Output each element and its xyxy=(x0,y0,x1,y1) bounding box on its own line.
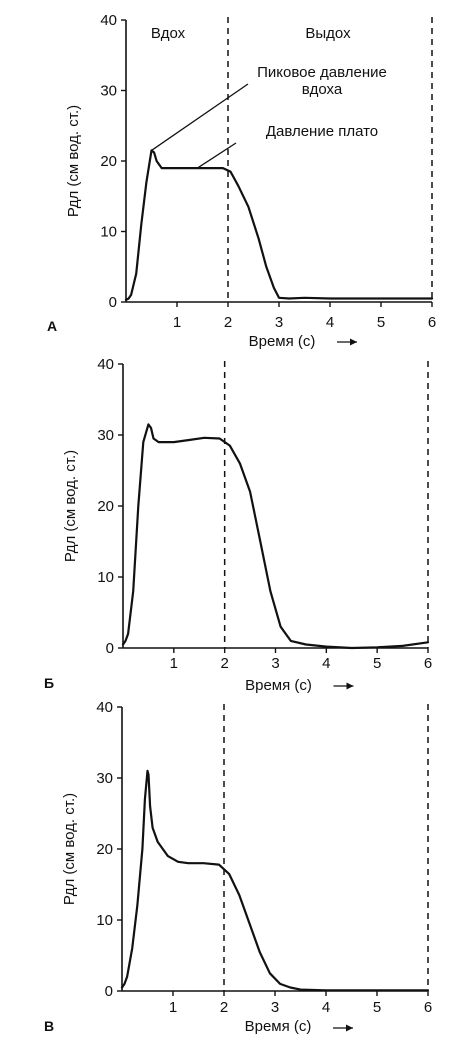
x-tick-label: 2 xyxy=(220,655,228,672)
x-tick-label: 4 xyxy=(322,655,330,672)
y-tick-label: 20 xyxy=(97,498,114,515)
x-tick-label: 1 xyxy=(169,999,177,1016)
annotation-line: вдоха xyxy=(302,81,343,98)
y-tick-label: 30 xyxy=(96,770,113,787)
x-tick-label: 6 xyxy=(428,314,436,331)
y-tick-label: 40 xyxy=(100,12,117,29)
x-tick-label: 1 xyxy=(173,314,181,331)
panel-letter: Б xyxy=(44,675,54,691)
y-tick-label: 10 xyxy=(100,224,117,241)
x-tick-label: 3 xyxy=(271,655,279,672)
y-axis-title: Рдл (см вод. ст.) xyxy=(61,793,78,905)
annotation-line: Пиковое давление xyxy=(257,64,387,81)
annotation-leader-line xyxy=(151,83,249,151)
panel-letter: А xyxy=(47,318,57,334)
x-tick-label: 2 xyxy=(220,999,228,1016)
x-tick-label: 5 xyxy=(373,655,381,672)
pressure-curve xyxy=(124,149,434,301)
chart-panel-1: 0 10 20 30 40 1 2 3 4 5 6 Время (с) Рдл (см вод. ст.… xyxy=(47,12,436,350)
annotation-label: Пиковое давление вдоха xyxy=(257,64,387,98)
x-tick-label: 3 xyxy=(275,314,283,331)
y-tick-label: 30 xyxy=(97,427,114,444)
x-tick-label: 5 xyxy=(373,999,381,1016)
x-axis-title: Время (с) xyxy=(245,677,312,694)
annotation-line: Давление плато xyxy=(266,123,378,140)
pressure-curve xyxy=(120,769,430,992)
x-tick-label: 3 xyxy=(271,999,279,1016)
time-arrowhead-icon xyxy=(350,338,357,346)
x-tick-label: 4 xyxy=(322,999,330,1016)
y-tick-label: 10 xyxy=(97,569,114,586)
y-axis-title: Рдл (см вод. ст.) xyxy=(62,450,79,562)
pressure-curve xyxy=(121,423,430,650)
annotation-leader-line xyxy=(197,142,237,169)
y-tick-label: 20 xyxy=(100,153,117,170)
x-tick-label: 6 xyxy=(424,655,432,672)
annotation-label: Давление плато xyxy=(266,123,378,140)
x-tick-label: 1 xyxy=(170,655,178,672)
x-tick-label: 4 xyxy=(326,314,334,331)
x-tick-label: 5 xyxy=(377,314,385,331)
y-tick-label: 40 xyxy=(97,356,114,373)
phase-label-expiration: Выдох xyxy=(305,25,351,42)
x-axis-title: Время (с) xyxy=(249,333,316,350)
x-tick-label: 2 xyxy=(224,314,232,331)
y-tick-label: 0 xyxy=(106,640,114,657)
panel-letter: В xyxy=(44,1018,54,1034)
chart-panel-3: 0 10 20 30 40 1 2 3 4 5 6 Время (с) Рдл (см вод. ст.… xyxy=(44,699,432,1035)
y-tick-label: 40 xyxy=(96,699,113,716)
y-axis-title: Рдл (см вод. ст.) xyxy=(65,105,82,217)
y-tick-label: 30 xyxy=(100,83,117,100)
y-tick-label: 10 xyxy=(96,912,113,929)
phase-label-inspiration: Вдох xyxy=(151,25,186,42)
time-arrowhead-icon xyxy=(346,1024,353,1032)
time-arrowhead-icon xyxy=(346,682,354,690)
x-tick-label: 6 xyxy=(424,999,432,1016)
chart-panel-2: 0 10 20 30 40 1 2 3 4 5 6 Время (с) Рдл (см вод. ст.… xyxy=(44,356,432,694)
x-axis-title: Время (с) xyxy=(245,1018,312,1035)
y-tick-label: 0 xyxy=(105,983,113,1000)
y-tick-label: 0 xyxy=(109,294,117,311)
y-tick-label: 20 xyxy=(96,841,113,858)
